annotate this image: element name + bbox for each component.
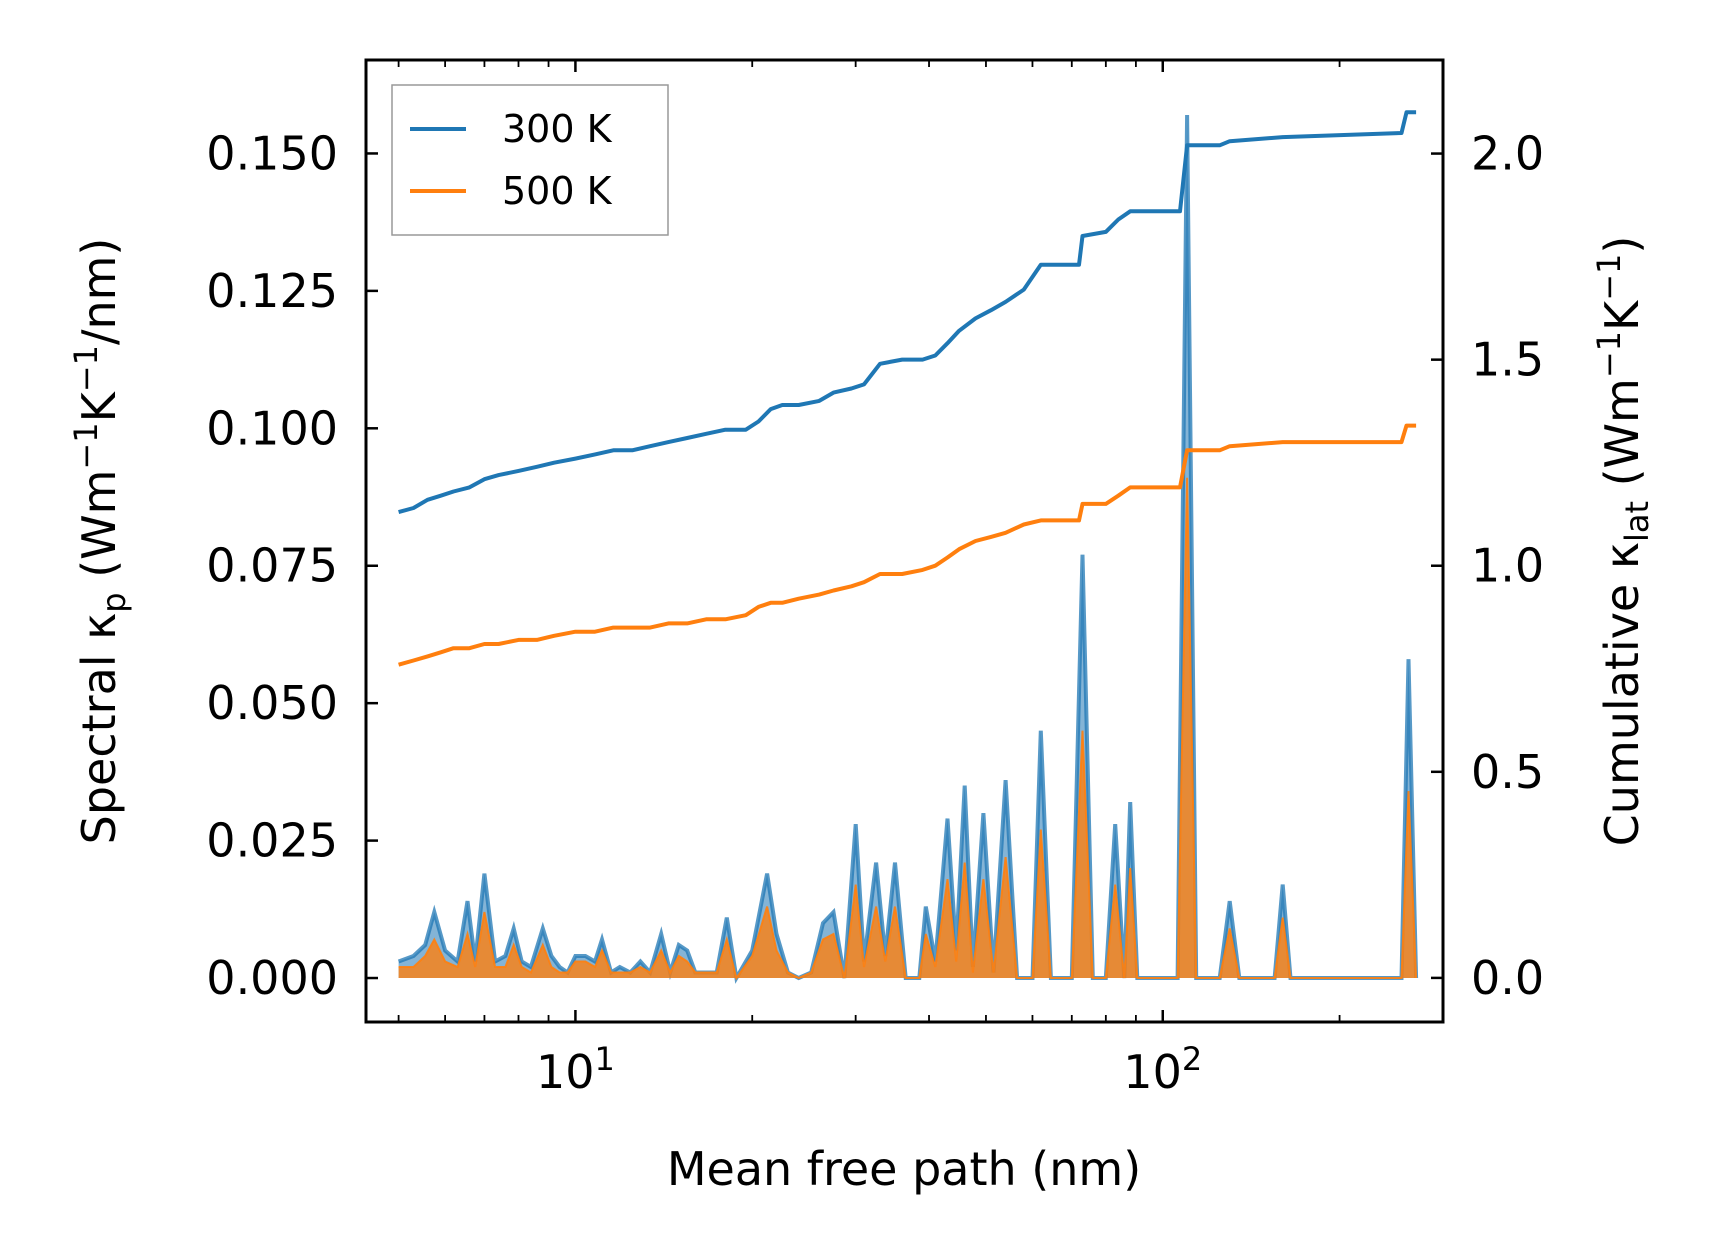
left-y-label-sup2: −1: [67, 345, 105, 392]
left-y-tick-label: 0.150: [206, 126, 338, 180]
left-y-label-post: /nm): [72, 238, 126, 345]
x-tick-label: 102: [1123, 1040, 1202, 1099]
cumulative-line-300k: [398, 110, 1417, 515]
left-y-tick-label: 0.000: [206, 951, 338, 1005]
ticks: 0.000 0.025 0.050 0.075 0.100 0.125 0.150 0.0 0.…: [206, 60, 1544, 1099]
right-y-tick-label: 2.0: [1471, 127, 1544, 181]
spectral-line-500k: [398, 477, 1418, 981]
right-y-label-mid2: K: [1595, 299, 1649, 331]
left-y-tick-label: 0.025: [206, 814, 338, 868]
axes-frame: [364, 58, 1445, 1024]
x-tick-label: 101: [536, 1040, 615, 1099]
spectral-area-300k: [398, 115, 1417, 978]
left-y-tick-label: 0.050: [206, 676, 338, 730]
left-y-tick-label: 0.100: [206, 401, 338, 455]
right-y-tick-label: 1.0: [1471, 539, 1544, 593]
left-y-label-sub: p: [95, 592, 133, 612]
right-y-axis-label: Cumulative κlat (Wm−1K−1): [1590, 236, 1656, 847]
legend-label-300k: 300 K: [502, 107, 613, 151]
right-y-tick-label: 0.0: [1471, 951, 1544, 1005]
right-y-label-pre: Cumulative κ: [1595, 542, 1649, 846]
left-y-label-mid1: (Wm: [72, 470, 126, 593]
left-y-axis-label: Spectral κp (Wm−1K−1/nm): [67, 238, 133, 845]
right-y-tick-label: 0.5: [1471, 745, 1544, 799]
right-y-tick-label: 1.5: [1471, 333, 1544, 387]
left-y-label-mid2: K: [72, 390, 126, 422]
cumulative-line-500k: [398, 423, 1417, 667]
x-axis-label: Mean free path (nm): [667, 1142, 1141, 1196]
left-y-label-pre: Spectral κ: [72, 613, 126, 845]
plot-area: [397, 110, 1419, 984]
spectral-area-500k: [398, 477, 1417, 978]
right-y-label-mid1: (Wm: [1595, 378, 1649, 501]
left-y-label-sup1: −1: [67, 422, 105, 469]
left-y-tick-label: 0.125: [206, 264, 338, 318]
spectral-line-300k: [397, 114, 1419, 984]
legend-label-500k: 500 K: [502, 169, 613, 213]
legend-box: [391, 84, 669, 236]
left-y-tick-label: 0.075: [206, 539, 338, 593]
right-y-label-sup1: −1: [1590, 331, 1628, 378]
right-y-label-sup2: −1: [1590, 254, 1628, 301]
right-y-label-sub: lat: [1618, 501, 1656, 542]
legend: 300 K 500 K: [391, 84, 669, 236]
right-y-label-post: ): [1595, 236, 1649, 254]
